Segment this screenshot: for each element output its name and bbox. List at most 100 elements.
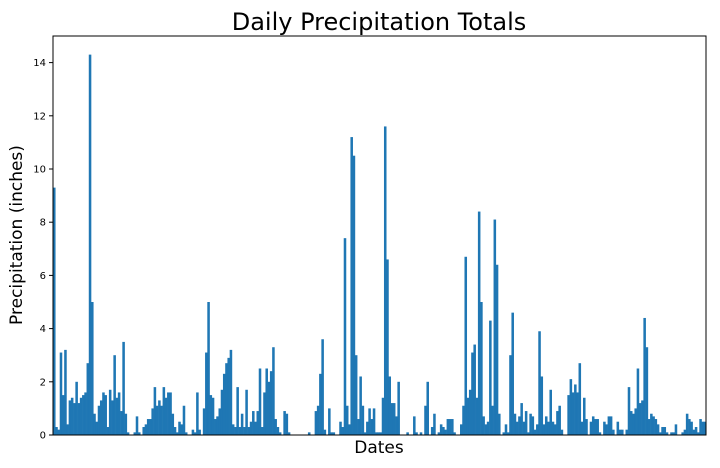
bar — [462, 405, 465, 435]
bar — [267, 381, 271, 435]
y-axis-label: Precipitation (inches) — [7, 145, 27, 325]
bar — [621, 429, 624, 435]
bar — [685, 413, 689, 435]
bar — [214, 419, 217, 435]
bar — [379, 432, 383, 435]
bar — [352, 155, 356, 435]
y-tick-label: 10 — [33, 165, 46, 176]
bar — [536, 424, 539, 435]
bar — [348, 424, 351, 435]
bar — [97, 405, 101, 435]
bar — [196, 392, 199, 435]
y-tick-label: 12 — [33, 111, 46, 122]
bar — [641, 400, 644, 435]
bar — [522, 421, 526, 435]
bar — [656, 424, 660, 435]
bar — [102, 392, 105, 435]
bar — [652, 416, 655, 435]
bar — [227, 357, 230, 435]
bar — [643, 317, 646, 435]
bar — [504, 424, 508, 435]
bar — [207, 302, 210, 435]
bar — [439, 424, 443, 435]
bar — [694, 427, 698, 435]
y-tick-label: 6 — [40, 271, 46, 282]
bar — [68, 400, 72, 435]
bar — [424, 405, 427, 435]
bar — [256, 411, 260, 435]
bar — [158, 400, 161, 435]
bar — [383, 126, 387, 435]
bar — [672, 432, 675, 435]
bar — [446, 419, 450, 435]
bar — [453, 432, 456, 435]
bar — [202, 408, 206, 435]
bar — [598, 432, 602, 435]
bar — [634, 408, 637, 435]
bar — [343, 238, 347, 435]
bar — [594, 419, 597, 435]
bar — [99, 400, 103, 435]
y-tick-label: 8 — [40, 218, 46, 229]
bar — [495, 264, 499, 435]
bar — [560, 429, 564, 435]
bar — [176, 432, 179, 435]
bar — [276, 427, 280, 435]
bar — [211, 397, 215, 435]
bar — [683, 429, 687, 435]
bar — [93, 413, 96, 435]
bar — [605, 424, 608, 435]
bar — [569, 379, 573, 435]
bar — [701, 421, 705, 435]
bar — [236, 387, 239, 435]
bar — [629, 411, 633, 435]
bar — [106, 427, 110, 435]
bar — [395, 416, 398, 435]
bar — [220, 389, 224, 435]
bar — [126, 432, 130, 435]
bar — [120, 411, 123, 435]
bar — [509, 355, 512, 435]
bar — [191, 429, 195, 435]
bar — [169, 392, 172, 435]
bar — [167, 392, 170, 435]
bar — [205, 352, 208, 435]
bar — [527, 432, 530, 435]
bar — [426, 381, 429, 435]
bar — [117, 392, 121, 435]
bar — [498, 413, 501, 435]
bar — [184, 432, 188, 435]
bar — [466, 397, 470, 435]
bar — [238, 427, 242, 435]
bar — [113, 355, 116, 435]
bar — [515, 421, 519, 435]
bar — [323, 429, 327, 435]
bar — [79, 397, 83, 435]
bar — [328, 408, 331, 435]
bar — [252, 411, 255, 435]
bar — [612, 429, 615, 435]
bar — [339, 421, 342, 435]
bar — [104, 395, 107, 435]
bar — [153, 387, 157, 435]
bar — [413, 416, 416, 435]
bar — [55, 427, 58, 435]
bar — [160, 405, 163, 435]
y-tick-label: 14 — [33, 58, 46, 69]
plot-frame — [52, 35, 707, 436]
bar — [198, 429, 201, 435]
bar — [363, 432, 367, 435]
bar — [690, 421, 693, 435]
bar — [332, 432, 336, 435]
bar — [549, 389, 552, 435]
bar — [390, 403, 394, 435]
bar — [91, 302, 94, 435]
bar — [61, 395, 65, 435]
bar — [529, 413, 532, 435]
bar — [73, 403, 76, 435]
bar — [551, 421, 555, 435]
bar — [319, 373, 322, 435]
bar — [171, 413, 175, 435]
bar — [269, 371, 273, 435]
bar — [661, 427, 664, 435]
